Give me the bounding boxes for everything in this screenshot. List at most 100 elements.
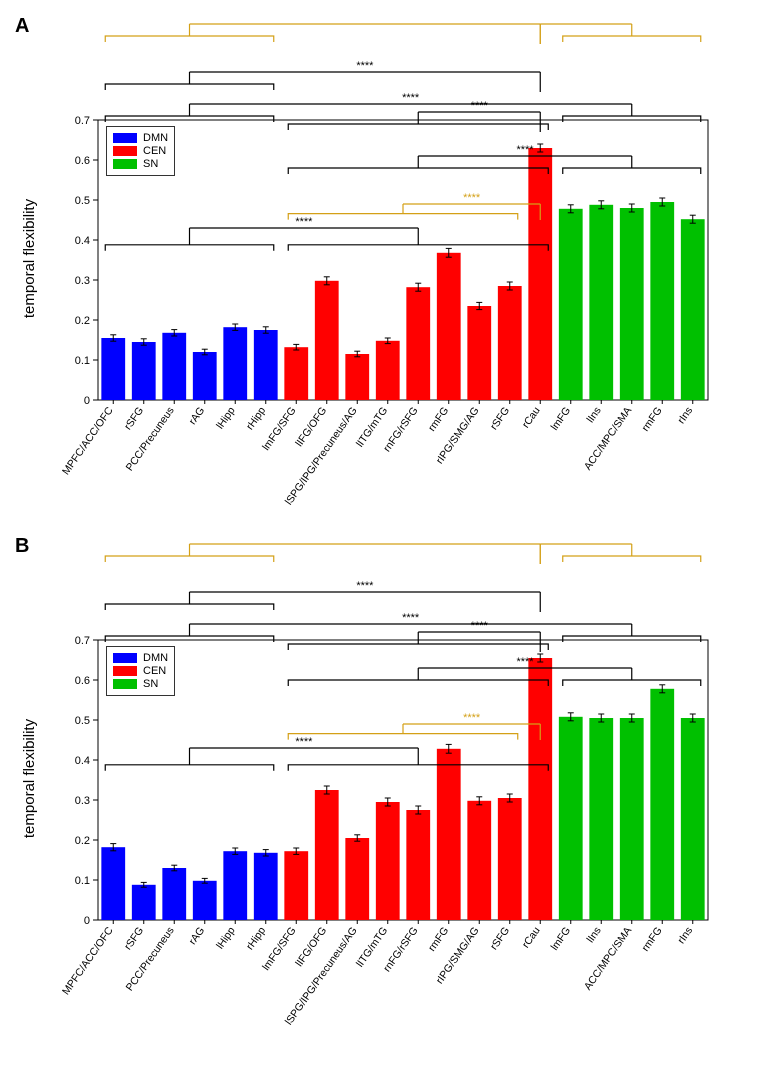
chart-container: temporal flexibility DMNCENSN 0 0.1 0.2 0.3 0.… (20, 540, 757, 1050)
x-tick-label: rHipp (244, 405, 268, 433)
legend-swatch (113, 679, 137, 689)
legend-swatch (113, 146, 137, 156)
x-tick-label: rIns (675, 405, 695, 426)
y-tick-label: 0.1 (75, 875, 90, 887)
x-tick-label: lHipp (214, 925, 238, 952)
legend: DMNCENSN (106, 646, 175, 696)
bar (345, 838, 369, 920)
legend-swatch (113, 133, 137, 143)
y-tick-label: 0 (84, 395, 90, 407)
y-tick-label: 0.3 (75, 275, 90, 287)
y-tick-label: 0.5 (75, 195, 90, 207)
x-tick-label: rmFG (426, 925, 451, 954)
bar (132, 885, 156, 920)
legend-label: SN (143, 158, 158, 170)
x-tick-label: rCau (520, 925, 543, 951)
legend-item: DMN (113, 652, 168, 664)
bar (559, 209, 583, 400)
legend-item: SN (113, 678, 168, 690)
legend-item: CEN (113, 665, 168, 677)
bar (193, 352, 217, 400)
bar (559, 717, 583, 920)
bar (284, 851, 308, 920)
x-tick-label: rSFG (122, 925, 146, 952)
legend-item: SN (113, 158, 168, 170)
x-tick-label: lHipp (214, 405, 238, 432)
bar (498, 286, 522, 400)
x-tick-label: rCau (520, 405, 543, 431)
legend-label: DMN (143, 132, 168, 144)
svg-text:****: **** (516, 144, 534, 156)
y-axis-label: temporal flexibility (21, 719, 38, 838)
y-tick-label: 0.2 (75, 835, 90, 847)
y-tick-label: 0.7 (75, 115, 90, 127)
y-tick-label: 0 (84, 915, 90, 927)
bar (406, 810, 430, 920)
legend-item: DMN (113, 132, 168, 144)
svg-text:****: **** (577, 540, 595, 544)
bar (620, 718, 644, 920)
bar (284, 347, 308, 400)
x-tick-label: rIns (675, 925, 695, 946)
x-tick-label: MPFC/ACC/OFC (60, 405, 116, 478)
y-tick-label: 0.3 (75, 795, 90, 807)
svg-text:****: **** (356, 20, 374, 24)
bar (223, 327, 247, 400)
chart-svg: 00.10.20.30.40.50.60.7MPFC/ACC/OFCrSFGPC… (20, 540, 740, 1050)
chart-svg: 00.10.20.30.40.50.60.7MPFC/ACC/OFCrSFGPC… (20, 20, 740, 530)
bar (376, 802, 400, 920)
svg-text:****: **** (356, 580, 374, 592)
bar (315, 281, 339, 400)
bar (315, 790, 339, 920)
y-tick-label: 0.5 (75, 715, 90, 727)
svg-text:****: **** (516, 656, 534, 668)
x-tick-label: rmFG (639, 405, 664, 434)
x-tick-label: rSFG (488, 925, 512, 952)
x-tick-label: rSFG (488, 405, 512, 432)
chart-container: temporal flexibilityDMNCENSN00.10.20.30.… (20, 20, 757, 530)
bar (223, 851, 247, 920)
svg-text:****: **** (295, 736, 313, 748)
y-tick-label: 0.6 (75, 675, 90, 687)
bar (162, 868, 186, 920)
legend-item: CEN (113, 145, 168, 157)
panel-A: Atemporal flexibilityDMNCENSN00.10.20.30… (20, 20, 757, 530)
bar (681, 718, 705, 920)
bar (589, 718, 613, 920)
y-tick-label: 0.6 (75, 155, 90, 167)
x-tick-label: rSFG (122, 405, 146, 432)
bar (376, 341, 400, 400)
x-tick-label: rAG (187, 405, 208, 427)
bar (650, 689, 674, 920)
bar (467, 801, 491, 920)
y-tick-label: 0.4 (75, 235, 90, 247)
bar (437, 749, 461, 920)
x-tick-label: lIns (585, 925, 604, 945)
legend-swatch (113, 653, 137, 663)
y-tick-label: 0.4 (75, 755, 90, 767)
legend-swatch (113, 666, 137, 676)
y-tick-label: 0.2 (75, 315, 90, 327)
x-tick-label: lmFG (549, 925, 574, 953)
x-tick-label: rmFG (426, 405, 451, 434)
x-tick-label: rmFG (639, 925, 664, 954)
svg-text:****: **** (471, 100, 489, 112)
bar (528, 148, 552, 400)
bar (406, 287, 430, 400)
bar (681, 219, 705, 400)
y-tick-label: 0.1 (75, 355, 90, 367)
x-tick-label: rAG (187, 925, 208, 947)
bar (498, 798, 522, 920)
bar (101, 338, 125, 400)
svg-text:****: **** (402, 612, 420, 624)
bar (101, 847, 125, 920)
y-tick-label: 0.7 (75, 635, 90, 647)
legend-label: CEN (143, 665, 166, 677)
bar (254, 330, 278, 400)
svg-text:****: **** (402, 92, 420, 104)
bar (437, 253, 461, 400)
x-tick-label: MPFC/ACC/OFC (60, 925, 116, 998)
bar (467, 306, 491, 400)
legend: DMNCENSN (106, 126, 175, 176)
legend-label: SN (143, 678, 158, 690)
